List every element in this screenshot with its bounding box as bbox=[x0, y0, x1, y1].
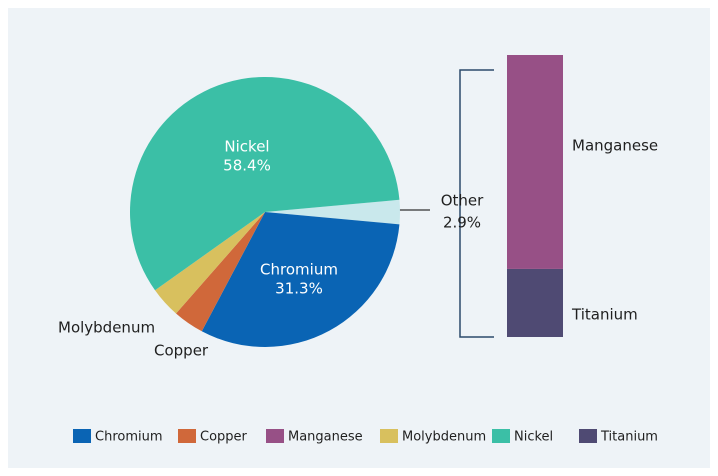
pie-slice bbox=[130, 76, 400, 291]
legend-label: Chromium bbox=[95, 430, 163, 445]
legend-swatch bbox=[492, 429, 510, 443]
legend-swatch bbox=[178, 429, 196, 443]
bar-segment bbox=[507, 268, 563, 337]
legend-swatch bbox=[380, 429, 398, 443]
bracket bbox=[459, 69, 494, 338]
bar-segment bbox=[507, 55, 563, 269]
legend-label: Copper bbox=[200, 430, 248, 445]
legend-label: Titanium bbox=[600, 430, 658, 445]
legend-swatch bbox=[266, 429, 284, 443]
legend-label: Nickel bbox=[514, 430, 553, 445]
slice-label: Molybdenum bbox=[58, 319, 155, 337]
slice-value: 2.9% bbox=[443, 214, 481, 232]
slice-value: 31.3% bbox=[275, 280, 323, 298]
slice-label: Chromium bbox=[260, 261, 338, 279]
bar-label: Manganese bbox=[572, 136, 658, 154]
slice-label: Nickel bbox=[224, 138, 269, 156]
pie-slice bbox=[176, 212, 265, 332]
slice-label: Other bbox=[441, 192, 484, 210]
pie-slice bbox=[201, 212, 400, 347]
pie-slice bbox=[155, 212, 265, 314]
legend-swatch bbox=[579, 429, 597, 443]
legend-label: Molybdenum bbox=[402, 430, 486, 445]
pie-slice bbox=[265, 199, 400, 225]
slice-value: 58.4% bbox=[223, 157, 271, 175]
legend-swatch bbox=[73, 429, 91, 443]
bar-label: Titanium bbox=[571, 305, 638, 323]
legend-label: Manganese bbox=[288, 430, 363, 445]
slice-label: Copper bbox=[154, 342, 209, 360]
